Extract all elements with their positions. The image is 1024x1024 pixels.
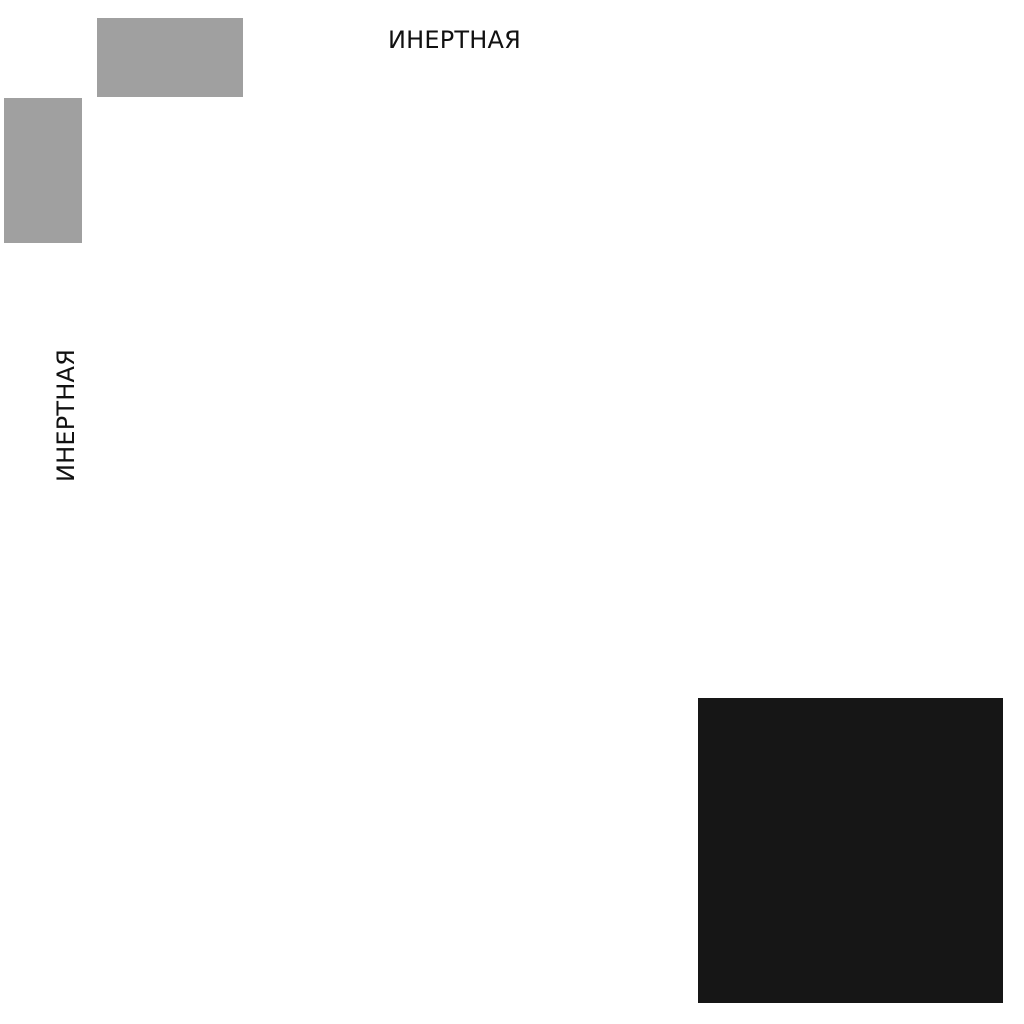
grey-block-top	[97, 18, 243, 97]
inert-label-top: ИНЕРТНАЯ	[388, 26, 522, 54]
inert-label-left: ИНЕРТНАЯ	[52, 348, 80, 482]
dark-square-block	[698, 698, 1003, 1003]
grey-block-left	[4, 98, 82, 243]
